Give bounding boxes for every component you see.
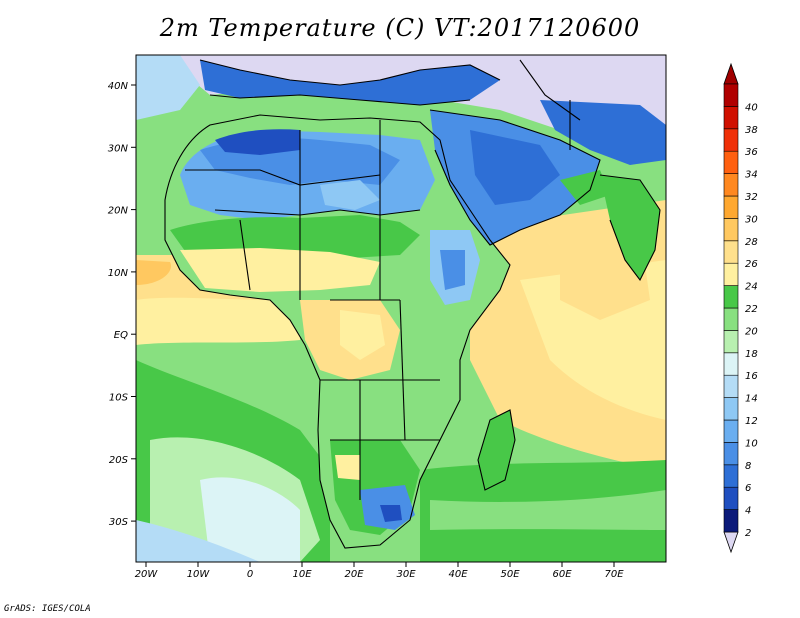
lon-tick-label: 0 — [247, 569, 253, 580]
lat-tick-label: 30N — [108, 143, 129, 154]
colorbar-segment — [723, 218, 739, 242]
colorbar-segment — [723, 285, 739, 309]
lon-tick-label: 20W — [135, 569, 159, 580]
colorbar-label: 32 — [745, 192, 758, 203]
colorbar-segment — [723, 330, 739, 354]
colorbar-label: 38 — [745, 125, 758, 136]
colorbar-label: 12 — [745, 416, 758, 427]
colorbar-above-arrow — [723, 62, 739, 85]
colorbar-label: 24 — [745, 282, 758, 293]
colorbar-label: 18 — [745, 349, 758, 360]
colorbar-segment — [723, 195, 739, 219]
lat-tick-label: 20S — [109, 455, 129, 466]
lon-tick-label: 50E — [500, 569, 520, 580]
lat-tick-label: 30S — [109, 517, 129, 528]
colorbar-segment — [723, 374, 739, 398]
colorbar-segment — [723, 486, 739, 510]
colorbar-segment — [723, 106, 739, 130]
colorbar-segment — [723, 262, 739, 286]
colorbar-label: 20 — [745, 326, 758, 337]
latitude-ticks: 40N 30N 20N 10N EQ 10S 20S 30S — [108, 81, 136, 528]
colorbar-segment — [723, 128, 739, 152]
lat-tick-label: 10S — [109, 393, 129, 404]
lon-tick-label: 40E — [448, 569, 468, 580]
colorbar-segment — [723, 83, 739, 107]
colorbar-segment — [723, 442, 739, 466]
colorbar-label: 14 — [745, 394, 758, 405]
colorbar-label: 22 — [745, 304, 758, 315]
colorbar-segment — [723, 509, 739, 533]
colorbar-segment — [723, 173, 739, 197]
lon-tick-label: 60E — [552, 569, 572, 580]
lon-tick-label: 70E — [604, 569, 624, 580]
colorbar-label: 6 — [745, 483, 751, 494]
colorbar-segment — [723, 150, 739, 174]
colorbar-label: 34 — [745, 170, 758, 181]
colorbar-label: 8 — [745, 461, 751, 472]
lon-tick-label: 20E — [344, 569, 364, 580]
plot-frame — [135, 54, 667, 563]
colorbar-label: 26 — [745, 259, 758, 270]
lat-tick-label: 40N — [108, 81, 129, 92]
colorbar-label: 4 — [745, 506, 751, 517]
colorbar-segment — [723, 464, 739, 488]
longitude-ticks: 20W 10W 0 10E 20E 30E 40E 50E 60E 70E — [135, 562, 624, 580]
lat-tick-label: 10N — [108, 268, 129, 279]
map-title: 2m Temperature (C) VT:2017120600 — [159, 14, 641, 42]
colorbar-segment — [723, 352, 739, 376]
colorbar-segment — [723, 307, 739, 331]
coastline-borders — [164, 59, 661, 549]
lat-tick-label: 20N — [108, 206, 129, 217]
colorbar-below-arrow — [723, 531, 739, 554]
colorbar-segment — [723, 240, 739, 264]
temperature-field — [136, 55, 666, 562]
colorbar-label: 30 — [745, 214, 758, 225]
lon-tick-label: 10E — [292, 569, 312, 580]
lon-tick-label: 10W — [187, 569, 211, 580]
colorbar-label: 36 — [745, 147, 758, 158]
colorbar-label: 2 — [745, 528, 751, 539]
colorbar-segment — [723, 419, 739, 443]
lon-tick-label: 30E — [396, 569, 416, 580]
lat-tick-label: EQ — [114, 330, 128, 341]
colorbar-label: 40 — [745, 102, 758, 113]
colorbar-label: 10 — [745, 438, 758, 449]
colorbar-segment — [723, 397, 739, 421]
colorbar-label: 28 — [745, 237, 758, 248]
grads-credit: GrADS: IGES/COLA — [4, 604, 91, 614]
colorbar-label: 16 — [745, 371, 758, 382]
